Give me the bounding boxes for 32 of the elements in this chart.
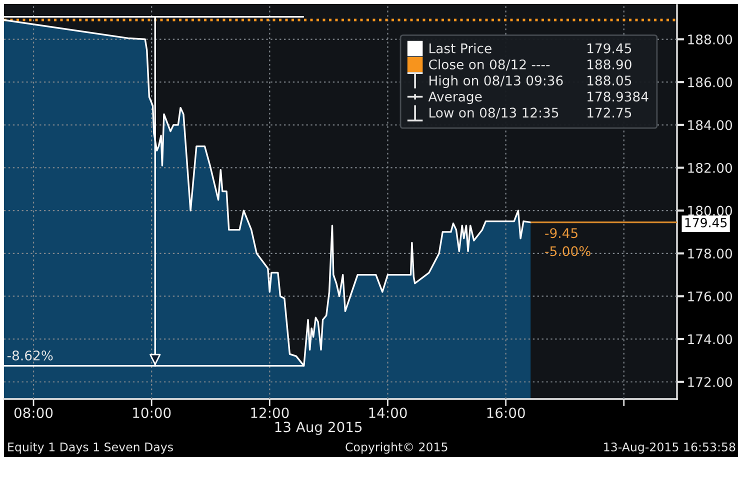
annotation: 172.75 xyxy=(588,108,632,118)
annotation: 179.45 xyxy=(685,218,727,228)
annotation: High on 08/13 09:36 xyxy=(430,75,563,88)
y-tick-label: 172.00 xyxy=(688,377,732,388)
annotation: Low on 08/13 12:35 xyxy=(430,108,558,119)
text: 13-Aug-2015 16:53:58 xyxy=(604,442,736,454)
x-tick-label: 10:00 xyxy=(133,408,171,418)
legend-label: Last Price xyxy=(430,43,492,54)
x-tick-label: 12:00 xyxy=(251,408,289,418)
annotation: -5.00% xyxy=(545,246,590,256)
y-tick-label: 186.00 xyxy=(688,77,732,88)
annotation: 188.90 xyxy=(588,59,632,70)
y-tick-label: 178.00 xyxy=(688,248,732,259)
y-tick-label: 184.00 xyxy=(688,120,732,130)
y-tick-label: 182.00 xyxy=(688,162,732,173)
annotation: -9.45 xyxy=(545,228,578,238)
annotation: -8.62% xyxy=(7,350,53,360)
annotation: 188.05 xyxy=(588,76,632,86)
y-tick-label: 174.00 xyxy=(688,334,732,344)
y-tick-label: 176.00 xyxy=(688,291,732,302)
text: Copyright© 2015 xyxy=(346,442,448,454)
x-tick-label: 08:00 xyxy=(14,408,53,418)
legend-label: Close on 08/12 ---- xyxy=(428,59,550,70)
annotation: Average xyxy=(428,92,482,104)
annotation: 178.9384 xyxy=(588,92,648,102)
x-tick-label: 16:00 xyxy=(487,408,525,418)
annotation: 179.45 xyxy=(588,43,632,54)
x-tick-label: 14:00 xyxy=(369,408,407,418)
y-tick-label: 188.00 xyxy=(688,34,732,44)
y-tick-label: 180.00 xyxy=(688,206,732,216)
text: Equity 1 Days 1 Seven Days xyxy=(8,442,173,454)
x-axis-title: 13 Aug 2015 xyxy=(275,422,362,435)
